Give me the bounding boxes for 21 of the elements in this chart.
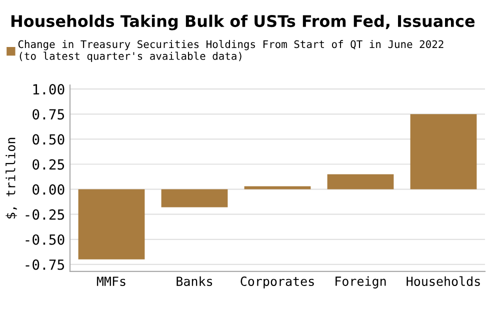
x-tick-label: Corporates [240,276,314,288]
x-tick-label: Households [406,276,480,286]
y-axis-title: $, trillion [6,138,18,218]
bar [410,114,477,190]
x-tick-label: MMFs [96,276,126,286]
y-tick-label: 0.25 [32,159,64,170]
x-tick-label: Foreign [336,276,386,288]
y-tick-label: 0.50 [32,134,64,145]
y-tick-label: 0.00 [32,184,64,195]
bar [161,189,228,208]
y-tick-label: 1.00 [33,84,64,95]
y-tick-label: -0.75 [26,259,64,270]
bar [78,189,145,260]
x-tick-label: Banks [176,276,212,286]
legend-label: Change in Treasury Securities Holdings From Start of QT in June 2022 (to latest quarter's available data) [18,40,444,62]
y-tick-label: -0.25 [26,209,64,220]
y-tick-label: 0.75 [32,109,64,120]
chart-title: Households Taking Bulk of USTs From Fed, Issuance [11,14,475,30]
bar [327,174,394,190]
y-tick-label: -0.50 [26,234,64,245]
bar [244,186,311,190]
